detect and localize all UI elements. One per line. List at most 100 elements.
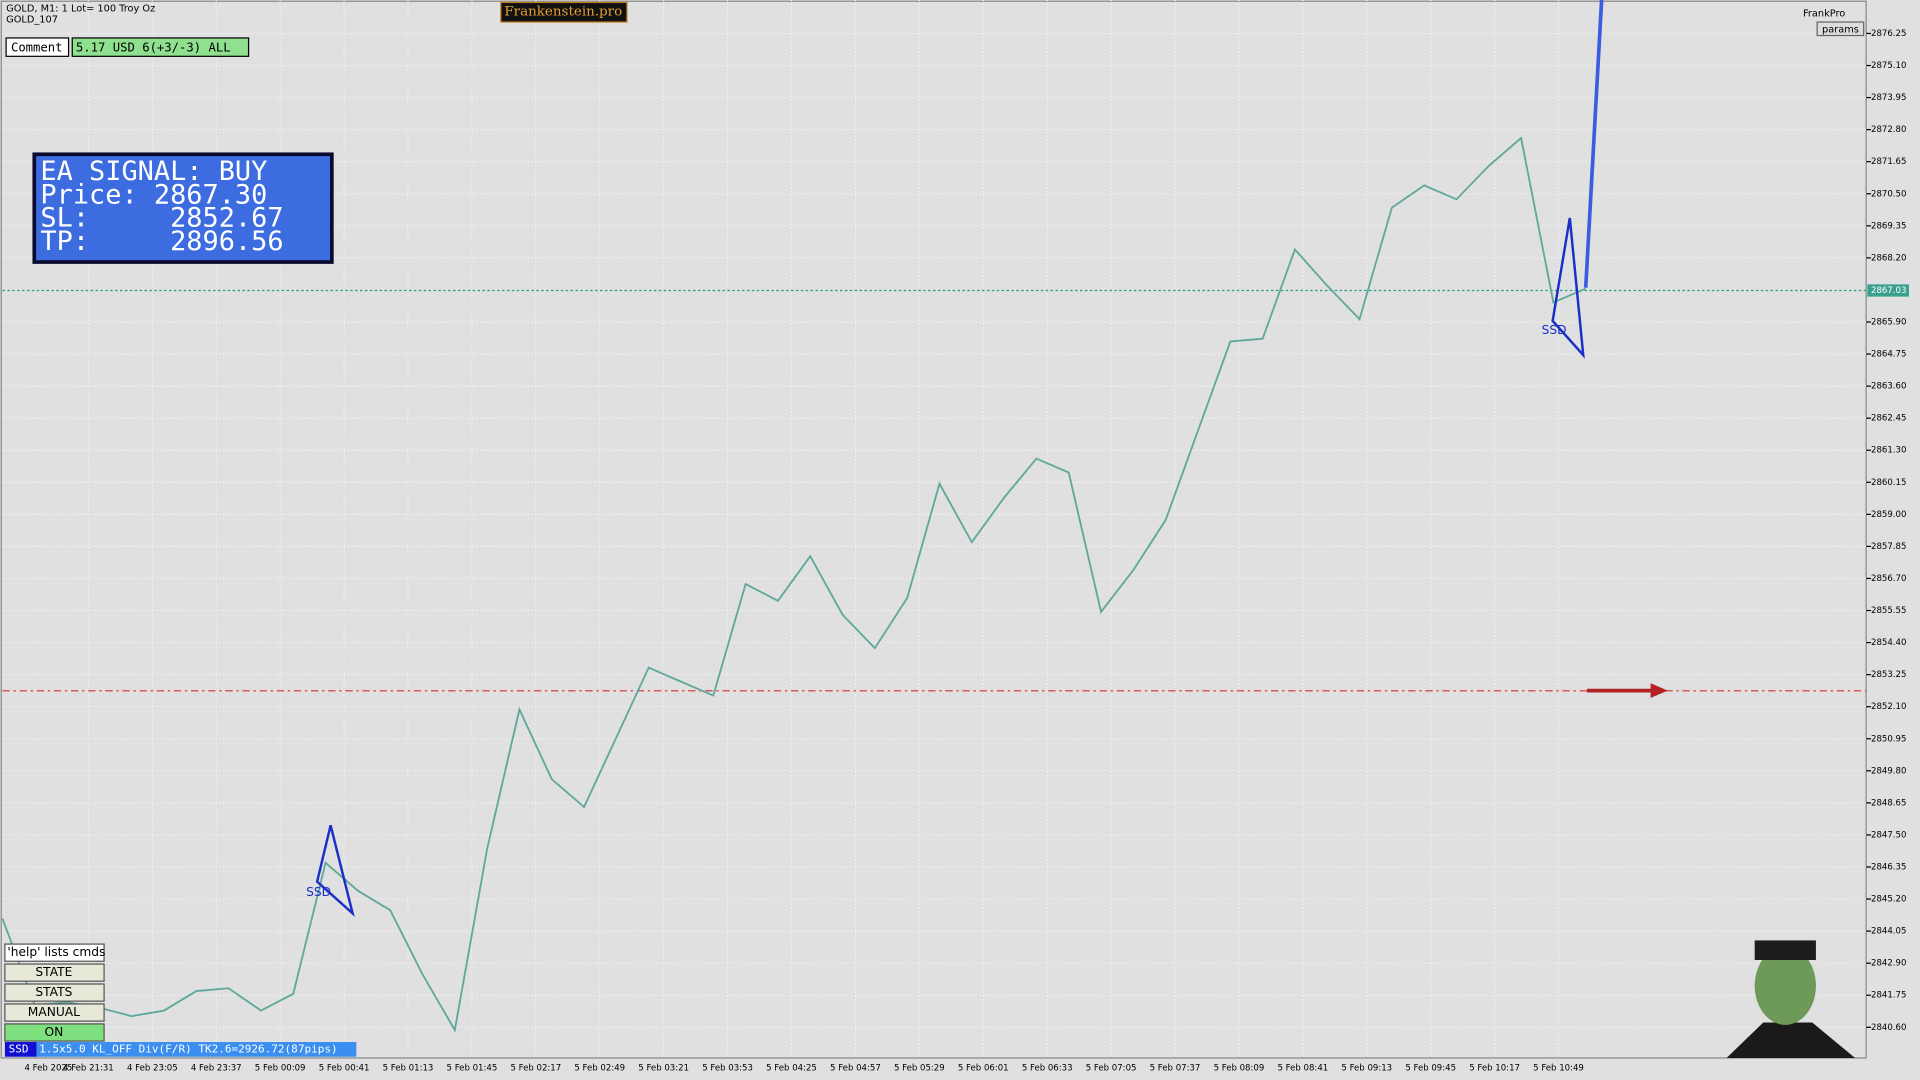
y-tick-label: 2859.00 [1871, 510, 1906, 520]
tp-projection [1583, 0, 1604, 288]
y-tick-label: 2876.25 [1871, 29, 1906, 39]
comment-value-box [71, 37, 250, 57]
x-tick-label: 5 Feb 02:17 [510, 1063, 561, 1073]
x-tick-label: 5 Feb 05:29 [894, 1063, 945, 1073]
y-tick-label: 2842.90 [1871, 959, 1906, 969]
y-tick-label: 2869.35 [1871, 221, 1906, 231]
button-label[interactable]: 'help' lists cmds [7, 945, 105, 959]
y-tick-label: 2868.20 [1871, 253, 1906, 263]
comment-value: 5.17 USD 6(+3/-3) ALL [76, 40, 231, 54]
x-tick-label: 4 Feb 23:37 [191, 1063, 242, 1073]
x-tick-label: 5 Feb 04:57 [830, 1063, 881, 1073]
x-tick-label: 4 Feb 23:05 [127, 1063, 178, 1073]
current-price-tag [1867, 284, 1909, 297]
y-tick-label: 2852.10 [1871, 702, 1906, 712]
status-box [36, 1042, 357, 1057]
x-tick-label: 5 Feb 06:33 [1022, 1063, 1073, 1073]
y-tick-label: 2848.65 [1871, 798, 1906, 808]
button[interactable] [4, 1003, 105, 1022]
y-tick-label: 2865.90 [1871, 317, 1906, 327]
y-tick-label: 2846.35 [1871, 862, 1906, 872]
status-tag-box [4, 1042, 37, 1057]
pattern-label: SSD [1542, 323, 1567, 337]
y-tick-label: 2872.80 [1871, 125, 1906, 135]
x-tick-label: 5 Feb 10:17 [1469, 1063, 1520, 1073]
x-tick-label: 5 Feb 07:05 [1086, 1063, 1137, 1073]
chart-frame [0, 0, 1867, 1059]
y-tick-label: 2864.75 [1871, 350, 1906, 360]
pattern-triangle [1551, 217, 1585, 359]
plot: 2867.03 [1, 136, 1909, 1033]
signal-line: Price: 2867.30 [40, 179, 267, 210]
x-tick-label: 5 Feb 09:13 [1341, 1063, 1392, 1073]
y-tick-label: 2875.10 [1871, 61, 1906, 71]
x-tick-label: 4 Feb 2025 [24, 1063, 72, 1073]
signal-line: TP: 2896.56 [40, 226, 283, 257]
button-panel: 'help' lists cmds STATE STATS MANUAL ON [4, 943, 105, 1042]
y-tick-label: 2860.15 [1871, 478, 1906, 488]
y-tick-label: 2857.85 [1871, 542, 1906, 552]
status-text: 1.5x5.0 KL_OFF Div(F/R) TK2.6=2926.72(87… [39, 1042, 337, 1055]
y-tick-label: 2863.60 [1871, 382, 1906, 392]
params-label[interactable]: params [1822, 24, 1859, 35]
y-tick-label: 2871.65 [1871, 157, 1906, 167]
x-tick-label: 5 Feb 03:53 [702, 1063, 753, 1073]
x-tick-label: 5 Feb 01:45 [447, 1063, 498, 1073]
y-tick-label: 2849.80 [1871, 766, 1906, 776]
mascot [1726, 940, 1856, 1058]
x-tick-label: 5 Feb 06:01 [958, 1063, 1009, 1073]
button[interactable] [4, 983, 105, 1002]
pattern-label: SSD [306, 885, 331, 899]
sl-arrow-head [1650, 683, 1668, 698]
x-tick-label: 5 Feb 10:49 [1533, 1063, 1584, 1073]
button[interactable] [4, 963, 105, 982]
signal-box [32, 152, 334, 264]
params-button[interactable] [1816, 21, 1865, 37]
pattern-triangle [315, 825, 355, 918]
y-tick-label: 2855.55 [1871, 606, 1906, 616]
x-tick-label: 5 Feb 07:37 [1150, 1063, 1201, 1073]
y-tick-label: 2862.45 [1871, 414, 1906, 424]
x-tick-label: 5 Feb 09:45 [1405, 1063, 1456, 1073]
x-tick-label: 5 Feb 00:09 [255, 1063, 306, 1073]
status-tag: SSD [9, 1042, 29, 1055]
y-tick-label: 2844.05 [1871, 927, 1906, 937]
brand-box [500, 1, 628, 23]
signal-line: SL: 2852.67 [40, 203, 283, 234]
y-tick-label: 2840.60 [1871, 1023, 1906, 1033]
x-tick-label: 5 Feb 08:09 [1214, 1063, 1265, 1073]
y-tick-label: 2856.70 [1871, 574, 1906, 584]
account-info: GOLD_107 [6, 15, 58, 26]
x-tick-label: 4 Feb 21:31 [63, 1063, 114, 1073]
current-price-label: 2867.03 [1871, 286, 1906, 296]
button-label[interactable]: MANUAL [28, 1005, 80, 1019]
signal-line: EA SIGNAL: BUY [40, 156, 267, 187]
x-tick-label: 5 Feb 01:13 [383, 1063, 434, 1073]
price-line [1, 136, 1587, 1033]
x-tick-label: 5 Feb 04:25 [766, 1063, 817, 1073]
y-tick-label: 2841.75 [1871, 991, 1906, 1001]
symbol-info: GOLD, M1: 1 Lot= 100 Troy Oz [6, 4, 155, 15]
comment-label: Comment [11, 40, 63, 54]
button[interactable] [4, 943, 105, 962]
y-tick-label: 2853.25 [1871, 670, 1906, 680]
y-tick-label: 2854.40 [1871, 638, 1906, 648]
y-tick-label: 2870.50 [1871, 189, 1906, 199]
y-tick-label: 2847.50 [1871, 830, 1906, 840]
user: FrankPro [1803, 8, 1845, 19]
x-tick-label: 5 Feb 02:49 [574, 1063, 625, 1073]
button[interactable] [4, 1023, 105, 1042]
comment-label-box [5, 37, 70, 57]
y-tick-label: 2845.20 [1871, 895, 1906, 905]
button-label[interactable]: STATS [35, 985, 72, 999]
y-tick-label: 2873.95 [1871, 93, 1906, 103]
button-label[interactable]: ON [44, 1025, 63, 1039]
x-tick-label: 5 Feb 08:41 [1277, 1063, 1328, 1073]
x-tick-label: 5 Feb 00:41 [319, 1063, 370, 1073]
button-label[interactable]: STATE [35, 965, 72, 979]
brand: Frankenstein.pro [504, 5, 622, 20]
y-tick-label: 2850.95 [1871, 734, 1906, 744]
